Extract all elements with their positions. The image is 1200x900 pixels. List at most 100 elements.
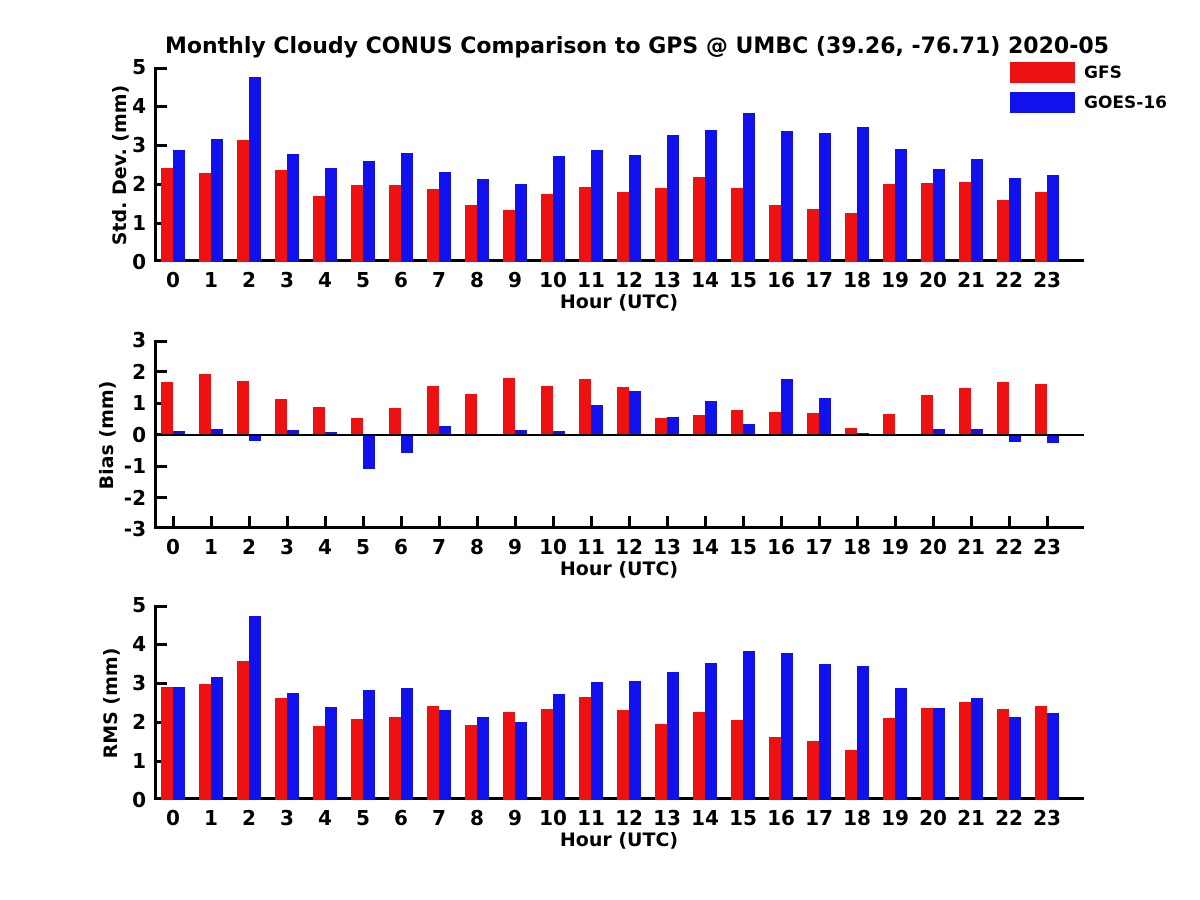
x-tick-label: 12 <box>615 535 643 559</box>
bar-goes16-hour-5 <box>363 160 376 262</box>
bar-goes16-hour-12 <box>629 391 642 435</box>
x-tick-label: 17 <box>805 535 833 559</box>
x-tick-label: 18 <box>843 268 871 292</box>
bar-goes16-hour-21 <box>971 697 984 800</box>
bar-goes16-hour-5 <box>363 434 376 469</box>
y-tick-label: 0 <box>132 788 146 812</box>
bar-gfs-hour-4 <box>312 725 325 800</box>
y-tick-label: 5 <box>132 55 146 79</box>
bar-gfs-hour-14 <box>692 177 705 262</box>
bar-goes16-hour-10 <box>553 694 566 800</box>
x-tick-label: 7 <box>432 535 446 559</box>
bar-goes16-hour-22 <box>1009 178 1022 262</box>
bar-goes16-hour-16 <box>781 379 794 435</box>
bar-gfs-hour-2 <box>236 139 249 262</box>
bar-gfs-hour-19 <box>882 718 895 800</box>
chart-title: Monthly Cloudy CONUS Comparison to GPS @… <box>165 34 1109 59</box>
y-tick-label: 0 <box>132 422 146 447</box>
y-tick <box>157 370 167 373</box>
bar-goes16-hour-21 <box>971 429 984 435</box>
bar-gfs-hour-0 <box>160 381 173 435</box>
legend-label-gfs: GFS <box>1084 62 1122 83</box>
x-tick-label: 4 <box>318 806 332 830</box>
bar-goes16-hour-0 <box>173 687 186 800</box>
x-tick <box>247 516 251 526</box>
x-tick <box>171 516 175 526</box>
bar-gfs-hour-1 <box>198 173 211 262</box>
y-tick-label: 1 <box>132 391 146 415</box>
y-tick <box>157 681 167 685</box>
x-tick-label: 1 <box>204 268 218 292</box>
bar-gfs-hour-18 <box>844 750 857 800</box>
bar-gfs-hour-5 <box>350 417 363 435</box>
x-tick <box>1007 516 1011 526</box>
bar-goes16-hour-15 <box>743 112 756 262</box>
x-tick <box>969 516 973 526</box>
bar-gfs-hour-2 <box>236 660 249 800</box>
x-tick-label: 19 <box>881 806 909 830</box>
x-tick-label: 16 <box>767 535 795 559</box>
bar-goes16-hour-18 <box>857 666 870 800</box>
x-tick-label: 10 <box>539 268 567 292</box>
x-tick-label: 16 <box>767 806 795 830</box>
bar-gfs-hour-14 <box>692 711 705 800</box>
bar-goes16-hour-19 <box>895 148 908 262</box>
x-tick-label: 18 <box>843 806 871 830</box>
x-tick-label: 19 <box>881 535 909 559</box>
bar-gfs-hour-9 <box>502 712 515 800</box>
bar-gfs-hour-6 <box>388 716 401 800</box>
bar-gfs-hour-7 <box>426 385 439 435</box>
bar-goes16-hour-20 <box>933 429 946 435</box>
bar-gfs-hour-2 <box>236 380 249 435</box>
bar-gfs-hour-20 <box>920 182 933 262</box>
y-tick-label: 3 <box>132 671 146 695</box>
bar-goes16-hour-2 <box>249 615 262 800</box>
bar-gfs-hour-6 <box>388 185 401 262</box>
y-tick <box>157 526 167 529</box>
bar-gfs-hour-12 <box>616 191 629 262</box>
x-tick <box>437 516 441 526</box>
bar-goes16-hour-18 <box>857 127 870 262</box>
x-tick-label: 20 <box>919 268 947 292</box>
x-tick-label: 16 <box>767 268 795 292</box>
x-tick-label: 5 <box>356 268 370 292</box>
bar-gfs-hour-23 <box>1034 706 1047 800</box>
x-tick-label: 11 <box>577 268 605 292</box>
bar-gfs-hour-22 <box>996 381 1009 435</box>
x-tick-label: 21 <box>957 268 985 292</box>
x-tick-label: 11 <box>577 535 605 559</box>
bar-goes16-hour-13 <box>667 672 680 800</box>
bar-goes16-hour-6 <box>401 152 414 262</box>
bar-gfs-hour-7 <box>426 189 439 262</box>
x-tick-label: 0 <box>166 268 180 292</box>
bar-goes16-hour-2 <box>249 434 262 441</box>
bar-goes16-hour-4 <box>325 706 338 800</box>
legend-item-gfs: GFS <box>1010 62 1167 83</box>
bar-gfs-hour-10 <box>540 194 553 262</box>
x-tick <box>1045 516 1049 526</box>
legend-swatch-gfs <box>1010 62 1075 83</box>
bar-gfs-hour-1 <box>198 684 211 800</box>
bar-gfs-hour-4 <box>312 406 325 435</box>
x-tick <box>399 516 403 526</box>
bar-goes16-hour-2 <box>249 77 262 262</box>
x-tick-label: 6 <box>394 268 408 292</box>
bar-gfs-hour-19 <box>882 184 895 262</box>
bar-gfs-hour-18 <box>844 213 857 262</box>
bar-gfs-hour-12 <box>616 386 629 435</box>
bar-gfs-hour-8 <box>464 725 477 800</box>
plot-area-std-dev <box>154 67 1084 262</box>
bar-gfs-hour-5 <box>350 184 363 262</box>
y-axis-spine <box>154 67 157 262</box>
bar-gfs-hour-23 <box>1034 383 1047 435</box>
x-tick-label: 15 <box>729 806 757 830</box>
x-tick-label: 5 <box>356 806 370 830</box>
y-tick-label: 2 <box>132 710 146 734</box>
bar-goes16-hour-20 <box>933 707 946 800</box>
x-tick <box>361 516 365 526</box>
x-axis-label-std-dev: Hour (UTC) <box>559 291 679 313</box>
bar-goes16-hour-14 <box>705 663 718 800</box>
legend-item-goes16: GOES-16 <box>1010 92 1167 113</box>
x-tick-label: 4 <box>318 268 332 292</box>
